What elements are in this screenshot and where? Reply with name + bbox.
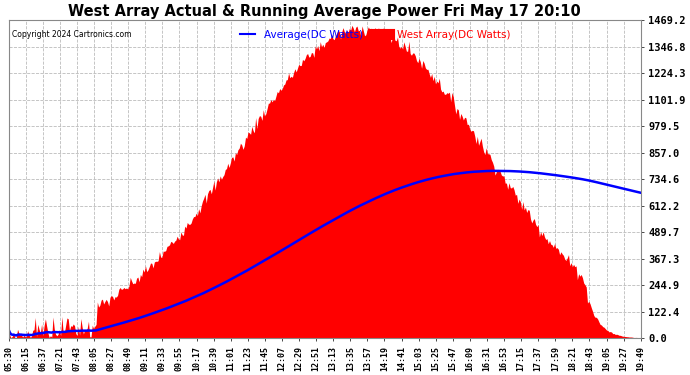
Legend: Average(DC Watts), West Array(DC Watts): Average(DC Watts), West Array(DC Watts) (235, 26, 515, 44)
Title: West Array Actual & Running Average Power Fri May 17 20:10: West Array Actual & Running Average Powe… (68, 4, 581, 19)
Text: Copyright 2024 Cartronics.com: Copyright 2024 Cartronics.com (12, 30, 131, 39)
